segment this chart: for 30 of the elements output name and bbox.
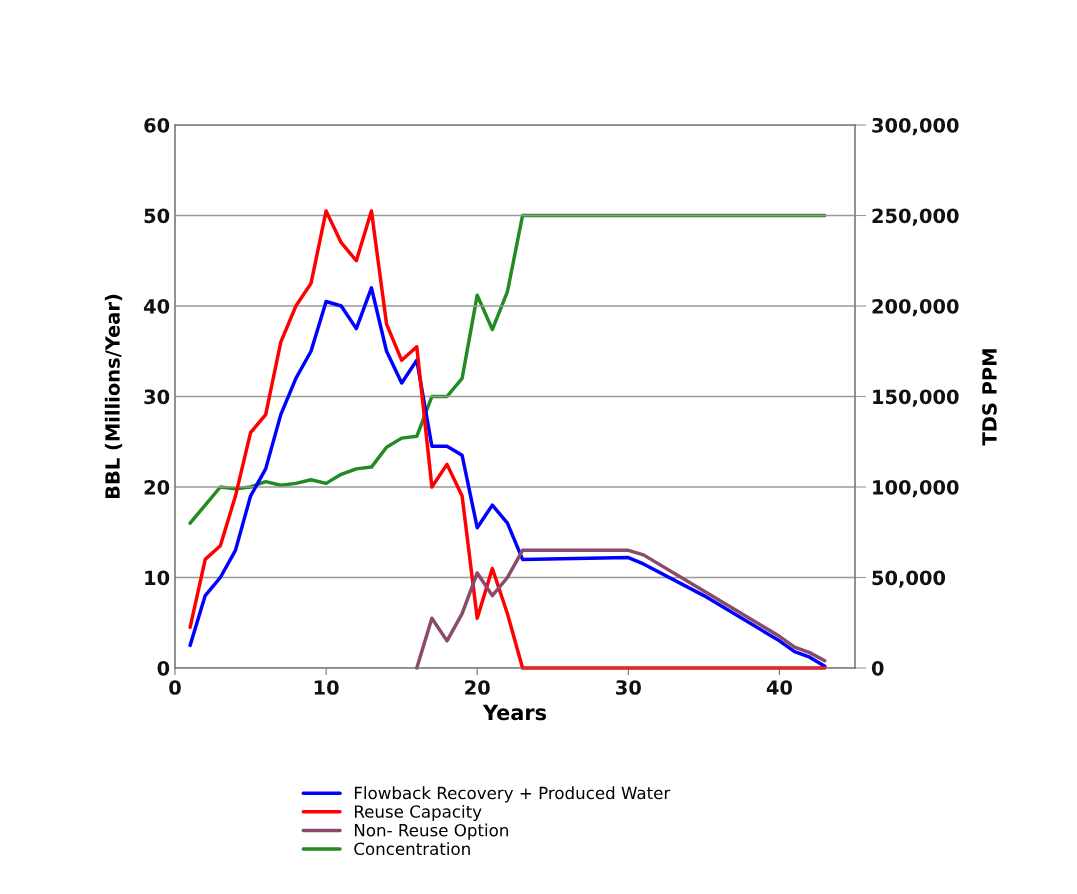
y2-tick-label: 100,000	[873, 479, 959, 498]
y2-tick-label: 0	[871, 660, 884, 676]
legend-label: Concentration	[354, 842, 470, 856]
legend-label: Reuse Capacity	[354, 804, 482, 822]
y2-tick-label: 300,000	[872, 117, 959, 136]
y-tick-label: 20	[144, 479, 170, 495]
y-tick-label: 50	[144, 208, 170, 224]
x-tick-label: 10	[314, 680, 339, 695]
y2-tick-label: 50,000	[872, 570, 946, 588]
x-axis-title: Years	[482, 704, 547, 721]
y-tick-label: 40	[143, 298, 170, 314]
x-tick-label: 30	[616, 680, 641, 695]
x-tick-label: 20	[465, 680, 490, 695]
y-axis-title: BBL (Millions/Year)	[104, 294, 123, 499]
y-tick-label: 10	[145, 570, 170, 586]
legend-label: Non- Reuse Option	[354, 823, 508, 840]
line-series	[188, 286, 827, 668]
x-tick-label: 40	[766, 680, 793, 695]
y2-tick-label: 200,000	[872, 298, 959, 317]
legend-label: Flowback Recovery + Produced Water	[354, 786, 671, 803]
y2-tick-label: 250,000	[872, 208, 959, 226]
line-series	[188, 209, 827, 670]
line-series	[188, 213, 827, 525]
y-tick-label: 0	[157, 660, 170, 676]
y-tick-label: 30	[144, 389, 170, 405]
y2-axis-title: TDS PPM	[982, 349, 997, 446]
x-tick-label: 0	[169, 680, 181, 695]
y2-tick-label: 150,000	[873, 389, 959, 407]
y-tick-label: 60	[144, 117, 170, 133]
line-series	[415, 548, 827, 670]
